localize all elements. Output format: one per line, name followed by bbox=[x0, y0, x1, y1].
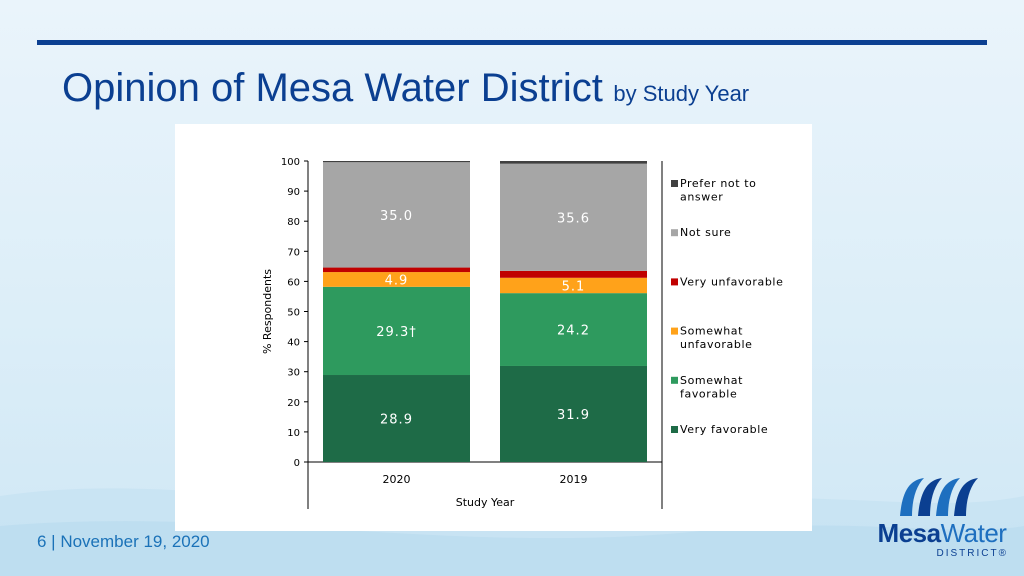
bar-segment bbox=[323, 161, 470, 163]
legend-swatch bbox=[671, 376, 678, 384]
legend-swatch bbox=[671, 180, 678, 187]
bar-segment bbox=[500, 270, 647, 278]
title-main: Opinion of Mesa Water District bbox=[62, 66, 603, 110]
y-tick-label: 80 bbox=[287, 217, 300, 228]
bar-segment bbox=[500, 163, 647, 271]
legend-label: Somewhat bbox=[680, 325, 743, 338]
legend-label: favorable bbox=[680, 387, 737, 400]
bar-segment bbox=[500, 293, 647, 366]
bar-segment bbox=[323, 162, 470, 268]
x-axis-label: Study Year bbox=[456, 496, 515, 509]
y-tick-label: 60 bbox=[287, 277, 300, 288]
legend-label: Prefer not to bbox=[680, 177, 757, 190]
title-subtitle: by Study Year bbox=[613, 81, 750, 106]
data-label: 31.9 bbox=[557, 408, 590, 423]
legend-label: Not sure bbox=[680, 226, 731, 239]
logo-wordmark: MesaWater bbox=[872, 518, 1012, 549]
x-tick-label: 2019 bbox=[560, 473, 588, 486]
y-tick-label: 50 bbox=[287, 308, 300, 319]
data-label: 24.2 bbox=[557, 324, 590, 339]
logo-name-light: Water bbox=[940, 518, 1007, 548]
bar-segment bbox=[323, 375, 470, 462]
data-label: 29.3† bbox=[376, 325, 416, 340]
y-tick-label: 0 bbox=[294, 458, 300, 469]
wave-mark-icon bbox=[900, 478, 978, 516]
y-tick-label: 90 bbox=[287, 187, 300, 198]
data-label: 35.6 bbox=[557, 211, 590, 226]
data-label: 28.9 bbox=[380, 413, 413, 428]
legend-swatch bbox=[671, 426, 678, 433]
bar-segment bbox=[500, 277, 647, 294]
data-label: 4.9 bbox=[385, 273, 409, 288]
legend-label: unfavorable bbox=[680, 338, 752, 351]
legend-label: answer bbox=[680, 191, 723, 204]
legend-label: Very favorable bbox=[680, 423, 768, 436]
footer-page-date: 6 | November 19, 2020 bbox=[37, 532, 210, 551]
y-tick-label: 40 bbox=[287, 338, 300, 349]
bar-segment bbox=[323, 272, 470, 287]
legend-swatch bbox=[671, 229, 678, 237]
y-tick-label: 70 bbox=[287, 247, 300, 258]
top-rule bbox=[37, 40, 987, 45]
y-tick-label: 10 bbox=[287, 428, 300, 439]
legend-label: Somewhat bbox=[680, 374, 743, 387]
legend-label: Very unfavorable bbox=[680, 275, 783, 288]
logo-district: DISTRICT® bbox=[936, 548, 1008, 559]
legend-swatch bbox=[671, 327, 678, 335]
bar-segment bbox=[323, 286, 470, 376]
stacked-bar-chart: 0 10 20 30 40 50 60 70 80 90 100 % Respondents 28.9 2… bbox=[261, 157, 783, 509]
data-label: 35.0 bbox=[380, 209, 413, 224]
slide-title: Opinion of Mesa Water District by Study … bbox=[62, 66, 749, 111]
bar-segment bbox=[500, 365, 647, 462]
bar-segment bbox=[323, 267, 470, 273]
y-tick-label: 30 bbox=[287, 368, 300, 379]
legend-swatch bbox=[671, 278, 678, 286]
logo-name-bold: Mesa bbox=[877, 518, 942, 548]
bar-segment bbox=[500, 161, 647, 164]
mesa-water-logo: MesaWater DISTRICT® bbox=[872, 474, 1012, 564]
y-tick-label: 20 bbox=[287, 398, 300, 409]
chart-panel: 0 10 20 30 40 50 60 70 80 90 100 % Respondents 28.9 2… bbox=[175, 124, 812, 531]
x-tick-label: 2020 bbox=[383, 473, 411, 486]
y-axis-label: % Respondents bbox=[261, 269, 274, 354]
y-tick-label: 100 bbox=[281, 157, 300, 168]
data-label: 5.1 bbox=[562, 279, 586, 294]
